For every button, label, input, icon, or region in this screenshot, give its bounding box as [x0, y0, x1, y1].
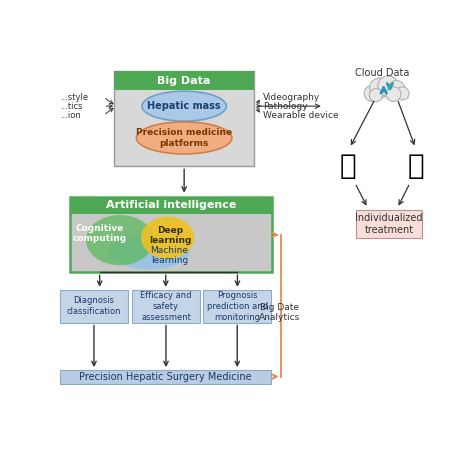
FancyBboxPatch shape [114, 72, 254, 166]
Text: Precision medicine
platforms: Precision medicine platforms [136, 128, 232, 147]
Text: Individualized
treatment: Individualized treatment [356, 213, 423, 235]
Circle shape [396, 87, 409, 100]
FancyBboxPatch shape [203, 290, 271, 323]
Text: Hepatic mass: Hepatic mass [147, 101, 221, 111]
Text: Videography: Videography [263, 92, 320, 101]
FancyBboxPatch shape [60, 290, 128, 323]
Circle shape [386, 87, 401, 101]
Text: Deep
learning: Deep learning [149, 226, 192, 246]
Text: ...style: ...style [60, 92, 88, 101]
Text: 🔬: 🔬 [339, 152, 356, 181]
Text: ...ion: ...ion [60, 111, 81, 120]
Text: 🧬: 🧬 [408, 152, 425, 181]
Text: Efficacy and
safety
assessment: Efficacy and safety assessment [140, 291, 191, 322]
Text: Artificial intelligence: Artificial intelligence [106, 201, 237, 210]
FancyBboxPatch shape [60, 370, 271, 383]
Circle shape [378, 76, 398, 96]
FancyBboxPatch shape [356, 210, 422, 237]
FancyBboxPatch shape [70, 197, 272, 214]
Text: Big Date
Analytics: Big Date Analytics [259, 303, 301, 322]
Circle shape [388, 81, 405, 97]
FancyBboxPatch shape [70, 197, 272, 272]
Ellipse shape [137, 122, 232, 154]
Text: Diagnosis
classification: Diagnosis classification [67, 296, 121, 316]
Text: Pathology: Pathology [263, 101, 308, 110]
Circle shape [370, 78, 390, 98]
Text: Cognitive
computing: Cognitive computing [73, 224, 127, 243]
Ellipse shape [109, 233, 190, 269]
Circle shape [364, 85, 380, 101]
FancyBboxPatch shape [114, 72, 254, 91]
Text: Big Data: Big Data [157, 76, 211, 86]
Circle shape [369, 89, 383, 102]
Ellipse shape [141, 217, 194, 258]
Ellipse shape [142, 91, 227, 121]
FancyBboxPatch shape [366, 92, 410, 99]
FancyBboxPatch shape [132, 290, 200, 323]
Text: ...tics: ...tics [60, 101, 82, 110]
Text: Cloud Data: Cloud Data [356, 68, 410, 78]
Text: Precision Hepatic Surgery Medicine: Precision Hepatic Surgery Medicine [79, 372, 252, 382]
Ellipse shape [86, 215, 154, 265]
Text: Prognosis
prediction and
monitoring: Prognosis prediction and monitoring [207, 291, 268, 322]
Text: Wearable device: Wearable device [263, 111, 339, 120]
Text: Machine
learning: Machine learning [150, 246, 189, 265]
